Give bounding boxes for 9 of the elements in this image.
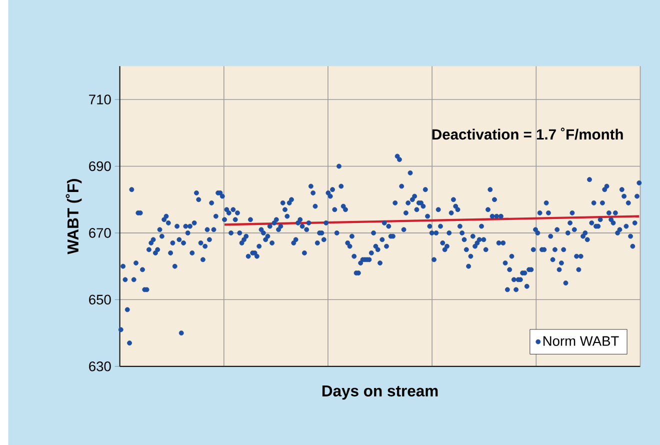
y-tick-label: 650 [89,294,111,304]
annotation: Deactivation = 1.7 ˚F/month [432,127,623,140]
y-tick-label: 670 [89,228,111,238]
y-tick-label: 710 [89,94,111,104]
y-axis-title: WABT (˚F) [66,178,82,254]
y-tick-label: 690 [89,161,111,171]
legend-label: Norm WABT [544,336,619,346]
y-tick-label: 630 [89,361,111,372]
x-axis-title: Days on stream [322,385,438,400]
